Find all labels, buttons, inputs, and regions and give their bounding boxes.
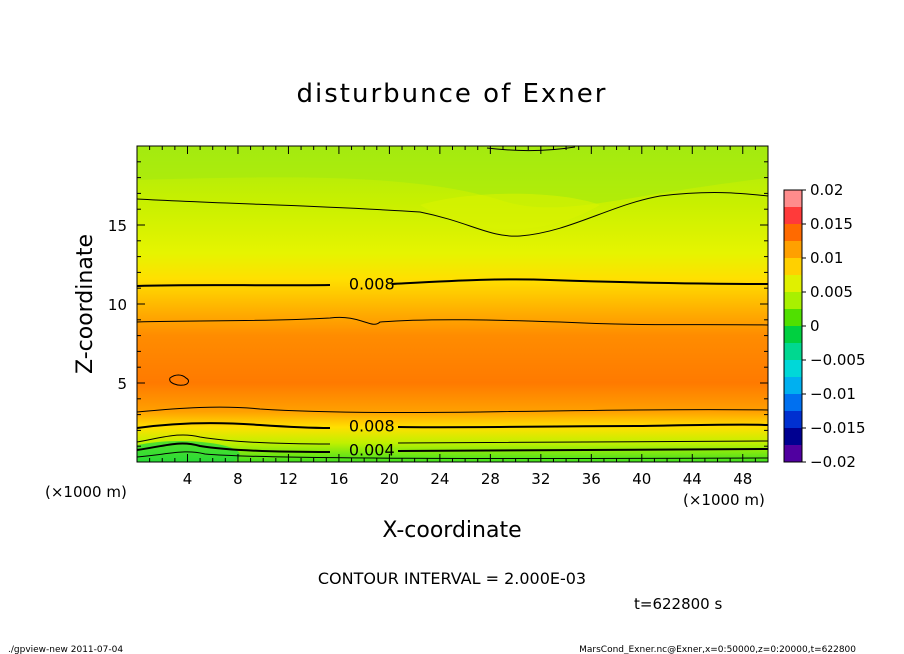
x-tick-label: 32	[531, 470, 550, 488]
contour-line	[137, 278, 768, 287]
contour-label: 0.008	[349, 274, 395, 293]
x-tick-label: 40	[632, 470, 651, 488]
x-axis-ticks: 4 8 12 16 20 24 28 32 36 40 44 48	[149, 146, 756, 488]
x-tick-label: 8	[233, 470, 243, 488]
x-axis-unit-right: (×1000 m)	[683, 491, 765, 509]
colorbar-swatch	[784, 411, 802, 429]
colorbar-label: 0.01	[810, 249, 843, 267]
x-tick-label: 16	[329, 470, 348, 488]
x-axis-label: X-coordinate	[382, 518, 521, 543]
colorbar-label: 0.005	[810, 283, 853, 301]
x-tick-label: 24	[430, 470, 449, 488]
x-tick-label: 48	[733, 470, 752, 488]
contour-line	[137, 451, 768, 460]
contour-line	[137, 316, 768, 326]
y-tick-label: 5	[117, 375, 127, 393]
x-axis-unit-left: (×1000 m)	[45, 483, 127, 501]
footer-left: ./gpview-new 2011-07-04	[8, 645, 123, 654]
contour-label: 0.008	[349, 417, 395, 436]
colorbar-swatch	[784, 258, 802, 276]
x-tick-label: 12	[279, 470, 298, 488]
colorbar-swatch	[784, 445, 802, 463]
colorbar: 0.02 0.015 0.01 0.005 0 −0.005 −0.01 −0.015 −0.0…	[783, 181, 866, 471]
contour-line	[137, 442, 768, 453]
colorbar-label: −0.02	[810, 453, 856, 471]
contour-labels: 0.008 0.008 0.004	[349, 274, 395, 459]
plot-area: 0.008 0.008 0.004	[137, 146, 768, 462]
colorbar-label: −0.015	[810, 419, 866, 437]
colorbar-swatch	[784, 207, 802, 225]
contour-line	[486, 146, 576, 152]
contour-interval-note: CONTOUR INTERVAL = 2.000E-03	[318, 569, 586, 588]
y-axis-label: Z-coordinate	[73, 234, 98, 374]
x-tick-label: 20	[380, 470, 399, 488]
colorbar-swatch	[784, 377, 802, 395]
x-tick-label: 28	[481, 470, 500, 488]
colorbar-swatch	[784, 428, 802, 446]
contour-line	[137, 192, 768, 237]
colorbar-label: 0.015	[810, 215, 853, 233]
time-stamp: t=622800 s	[634, 595, 722, 613]
colorbar-swatch	[784, 309, 802, 327]
upper-bulge-shading	[137, 146, 768, 208]
footer-right: MarsCond_Exner.nc@Exner,x=0:50000,z=0:20…	[579, 645, 856, 654]
colorbar-swatch	[784, 394, 802, 412]
colorbar-swatch	[784, 241, 802, 259]
colorbar-label: 0	[810, 317, 820, 335]
field-fill	[137, 146, 768, 462]
colorbar-swatch	[784, 224, 802, 242]
colorbar-label: −0.005	[810, 351, 866, 369]
colorbar-label: −0.01	[810, 385, 856, 403]
dip-shading	[420, 193, 600, 230]
colorbar-swatch	[784, 292, 802, 310]
contour-line	[137, 406, 768, 414]
colorbar-swatch	[784, 275, 802, 293]
colorbar-swatch	[784, 360, 802, 378]
contour-line	[169, 374, 189, 386]
contour-label: 0.004	[349, 440, 395, 459]
x-tick-label: 4	[183, 470, 193, 488]
y-tick-label: 15	[108, 217, 127, 235]
chart-title: disturbunce of Exner	[297, 79, 608, 109]
colorbar-label: 0.02	[810, 181, 843, 199]
colorbar-swatch	[784, 326, 802, 344]
contour-lines	[137, 146, 768, 460]
contour-line	[137, 434, 768, 445]
contour-line	[137, 422, 768, 429]
y-tick-label: 10	[108, 296, 127, 314]
x-tick-label: 44	[683, 470, 702, 488]
colorbar-swatch	[784, 343, 802, 361]
x-tick-label: 36	[582, 470, 601, 488]
colorbar-swatch	[784, 190, 802, 208]
y-axis-ticks: 5 10 15	[108, 161, 768, 447]
